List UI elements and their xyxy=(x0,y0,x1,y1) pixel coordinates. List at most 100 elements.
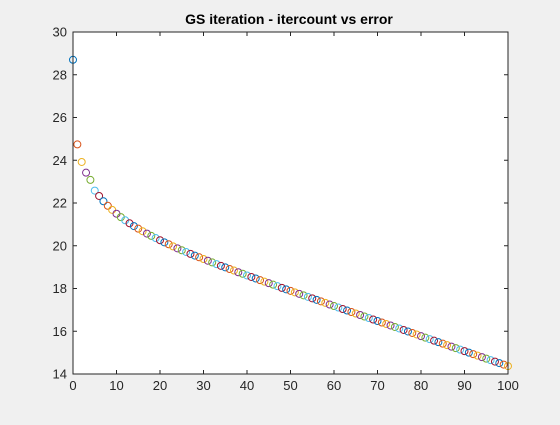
x-tick-label: 50 xyxy=(283,378,297,393)
data-point xyxy=(151,234,160,243)
data-point xyxy=(229,266,238,275)
data-point xyxy=(256,276,265,285)
data-point xyxy=(142,229,151,238)
data-point xyxy=(129,222,138,231)
data-point xyxy=(321,298,330,307)
data-point xyxy=(377,318,386,327)
x-tick-label: 80 xyxy=(414,378,428,393)
data-point xyxy=(290,288,299,297)
data-point xyxy=(134,224,143,233)
x-tick-label: 100 xyxy=(497,378,519,393)
data-point xyxy=(408,328,417,337)
y-tick-label: 22 xyxy=(53,196,67,211)
data-point xyxy=(160,238,169,247)
y-tick-label: 24 xyxy=(53,153,67,168)
data-point xyxy=(147,231,156,240)
data-point xyxy=(360,312,369,321)
y-tick-label: 30 xyxy=(53,25,67,40)
y-tick-label: 14 xyxy=(53,367,67,382)
data-point xyxy=(190,251,199,260)
data-point xyxy=(403,327,412,336)
data-point xyxy=(456,345,465,354)
data-point xyxy=(103,201,112,210)
data-point xyxy=(138,227,147,236)
data-point xyxy=(490,357,499,366)
data-point xyxy=(195,253,204,262)
data-point xyxy=(334,303,343,312)
data-point xyxy=(364,314,373,322)
data-point xyxy=(156,236,164,245)
data-point xyxy=(464,348,473,357)
x-tick-label: 0 xyxy=(69,378,76,393)
data-point xyxy=(216,261,225,270)
data-point xyxy=(421,333,430,342)
data-point xyxy=(386,321,395,330)
data-point xyxy=(77,157,86,166)
data-point xyxy=(495,359,504,368)
data-point xyxy=(269,280,278,289)
data-point xyxy=(460,347,469,356)
data-point xyxy=(351,309,360,318)
data-point xyxy=(277,283,286,292)
data-point xyxy=(443,341,452,350)
data-point xyxy=(164,240,173,249)
data-point xyxy=(247,272,256,281)
data-point xyxy=(203,256,212,265)
data-point xyxy=(312,295,321,304)
data-markers xyxy=(69,55,512,371)
data-point xyxy=(243,271,251,280)
data-point xyxy=(303,292,312,301)
data-point xyxy=(177,246,186,255)
data-point xyxy=(264,279,273,288)
data-point xyxy=(295,289,304,298)
data-point xyxy=(182,247,191,256)
data-point xyxy=(425,335,434,344)
data-point xyxy=(469,350,478,359)
y-tick-label: 16 xyxy=(53,324,67,339)
data-point xyxy=(438,339,447,348)
data-point xyxy=(173,244,182,253)
x-tick-label: 20 xyxy=(153,378,167,393)
data-point xyxy=(99,197,108,206)
data-point xyxy=(356,311,365,319)
data-point xyxy=(347,308,356,317)
data-point xyxy=(299,291,308,300)
data-point xyxy=(308,294,317,303)
data-point xyxy=(186,249,195,258)
x-tick-label: 60 xyxy=(327,378,341,393)
data-point xyxy=(330,302,338,311)
data-point xyxy=(221,263,230,272)
data-point xyxy=(325,300,334,309)
data-point xyxy=(417,332,425,341)
data-point xyxy=(273,282,282,291)
data-point xyxy=(73,140,82,149)
data-point xyxy=(486,356,495,365)
data-point xyxy=(473,351,482,360)
data-point xyxy=(169,242,178,251)
x-axis-ticks: 0 10 20 30 40 50 60 70 80 90 100 xyxy=(69,32,519,393)
data-point xyxy=(343,306,352,315)
data-point xyxy=(199,255,208,263)
data-point xyxy=(382,319,391,328)
data-point xyxy=(373,316,382,325)
data-point xyxy=(434,338,443,347)
data-point xyxy=(451,344,460,353)
data-point xyxy=(286,286,295,295)
data-point xyxy=(282,285,291,294)
data-point xyxy=(212,260,221,269)
data-point xyxy=(316,297,325,306)
data-point xyxy=(430,336,439,345)
data-point xyxy=(82,168,91,177)
y-axis-ticks: 14 16 18 20 22 24 26 28 30 xyxy=(53,25,508,382)
data-point xyxy=(395,324,404,333)
x-tick-label: 30 xyxy=(196,378,210,393)
data-point xyxy=(477,353,486,362)
data-point xyxy=(125,219,134,228)
x-tick-label: 10 xyxy=(109,378,123,393)
data-point xyxy=(251,274,260,283)
y-tick-label: 26 xyxy=(53,110,67,125)
chart-title: GS iteration - itercount vs error xyxy=(185,11,393,27)
data-point xyxy=(90,186,99,195)
